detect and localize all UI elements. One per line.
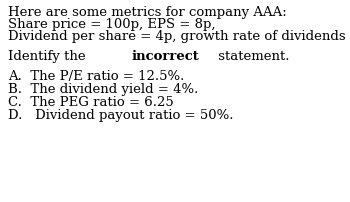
Text: statement.: statement. [214, 50, 289, 63]
Text: B.  The dividend yield = 4%.: B. The dividend yield = 4%. [8, 83, 198, 96]
Text: Here are some metrics for company AAA:: Here are some metrics for company AAA: [8, 6, 287, 19]
Text: D.   Dividend payout ratio = 50%.: D. Dividend payout ratio = 50%. [8, 109, 233, 122]
Text: A.  The P/E ratio = 12.5%.: A. The P/E ratio = 12.5%. [8, 70, 184, 83]
Text: Share price = 100p, EPS = 8p,: Share price = 100p, EPS = 8p, [8, 18, 216, 31]
Text: Identify the: Identify the [8, 50, 90, 63]
Text: incorrect: incorrect [132, 50, 199, 63]
Text: C.  The PEG ratio = 6.25: C. The PEG ratio = 6.25 [8, 96, 174, 109]
Text: Dividend per share = 4p, growth rate of dividends = 2%.: Dividend per share = 4p, growth rate of … [8, 30, 350, 43]
